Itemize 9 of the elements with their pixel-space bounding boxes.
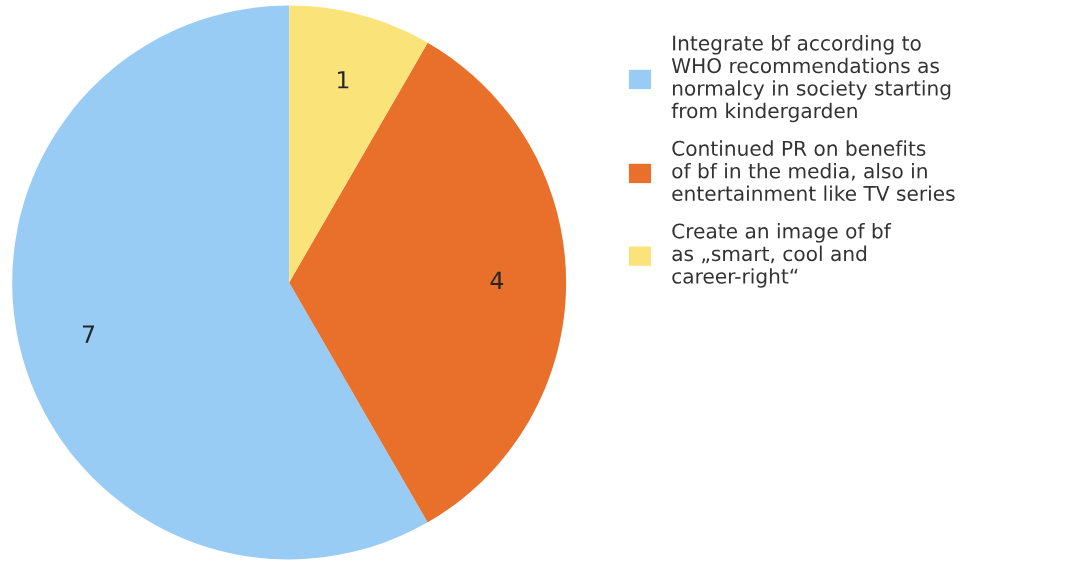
- pie-slice: [289, 5, 428, 283]
- legend-label: Create an image of bf as „smart, cool and career-right“: [672, 223, 892, 288]
- data-label: 1: [338, 71, 349, 89]
- pie-slice: [12, 5, 428, 560]
- pie-slice: [289, 42, 567, 523]
- legend-label: Continued PR on benefits of bf in the media, also in entertainment like TV series: [672, 140, 955, 202]
- legend-label: Integrate bf according to WHO recommendations as normalcy in society starting from kindergarden: [671, 35, 951, 123]
- data-label: 4: [490, 271, 504, 290]
- data-label: 7: [82, 325, 95, 343]
